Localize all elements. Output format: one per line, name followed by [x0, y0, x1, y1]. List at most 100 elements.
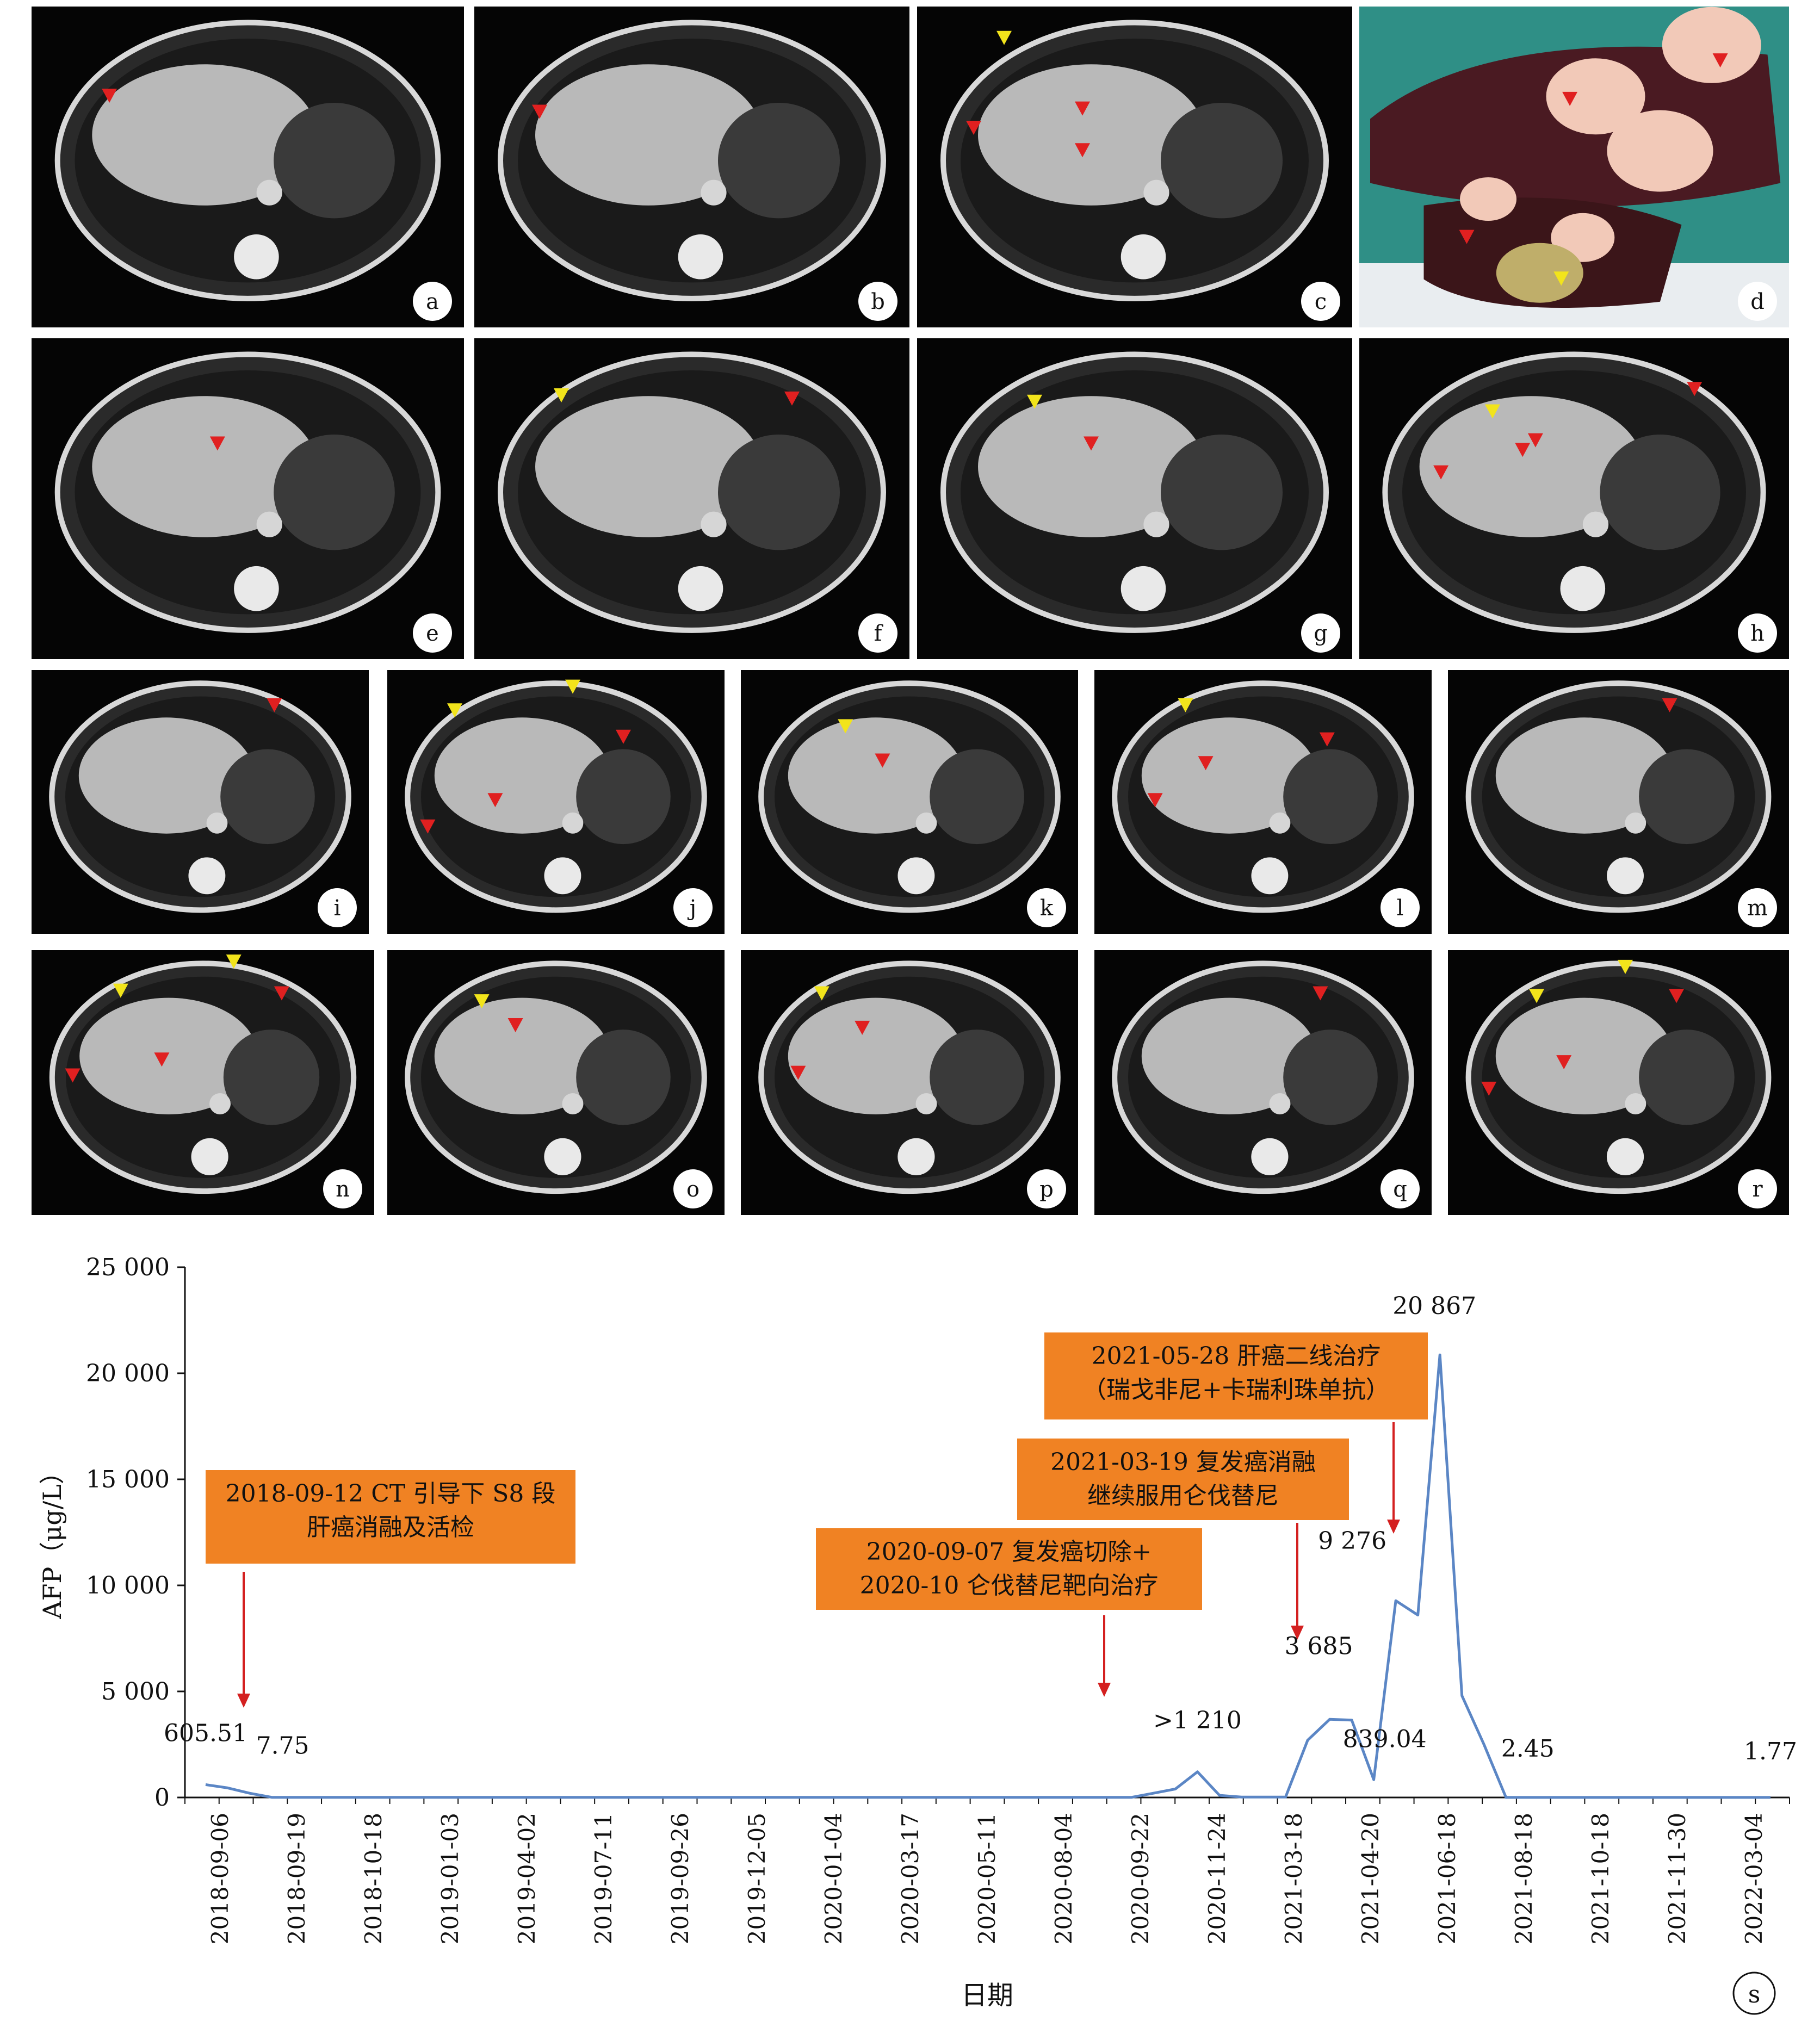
vertebra: [678, 234, 723, 280]
panel-label: b: [871, 289, 885, 314]
x-tick-label: 2020-05-11: [974, 1813, 1000, 1944]
annotation-arrow-head: [1098, 1683, 1111, 1697]
panel-j: j: [387, 670, 725, 934]
red-arrow-marker: [487, 793, 503, 808]
red-arrow-marker: [209, 436, 225, 451]
necrotic-nodule: [1496, 243, 1583, 303]
aorta: [256, 511, 282, 537]
liver-region: [434, 997, 610, 1114]
aorta: [1269, 812, 1291, 834]
panel-label: j: [688, 896, 696, 921]
stomach-region: [576, 1030, 671, 1125]
yellow-arrow-marker: [565, 679, 580, 694]
panel-label-circle: [1738, 888, 1777, 927]
afp-chart: 0 5 000 10 000 15 000 20 000 25 000 2018-09-06…: [38, 1254, 1797, 2015]
y-tick-label: 15 000: [86, 1466, 170, 1493]
aorta: [1143, 511, 1169, 537]
panel-label-circle: [1027, 888, 1066, 927]
stomach-region: [1161, 103, 1283, 219]
stomach-region: [1161, 435, 1283, 550]
red-arrow-marker: [1662, 698, 1677, 712]
vertebra: [1607, 857, 1644, 895]
panel-label-circle: [413, 613, 452, 653]
x-tick-label: 2020-09-22: [1127, 1813, 1154, 1944]
panel-m: m: [1448, 670, 1789, 934]
tumor-nodule: [1607, 110, 1713, 192]
stomach-region: [274, 435, 395, 550]
tumor-nodule: [1460, 177, 1516, 221]
annotation-text: 2020-10 仑伐替尼靶向治疗: [860, 1572, 1159, 1600]
x-tick-label: 2019-07-11: [590, 1813, 617, 1944]
data-label: 3 685: [1285, 1632, 1353, 1660]
vertebra: [191, 1138, 228, 1175]
panel-c: c: [917, 7, 1352, 327]
panel-label-circle: [1381, 1169, 1420, 1208]
y-tick-label: 25 000: [86, 1254, 170, 1281]
yellow-arrow-marker: [838, 719, 853, 734]
red-arrow-marker: [790, 1065, 806, 1080]
panel-f: f: [474, 338, 909, 659]
liver-region: [535, 64, 762, 206]
stomach-region: [220, 749, 315, 845]
panel-label-circle: [1738, 282, 1777, 321]
data-label: 2.45: [1501, 1735, 1555, 1763]
red-arrow-marker: [267, 698, 282, 712]
x-tick-label: 2021-04-20: [1357, 1813, 1384, 1944]
panel-d: d: [1359, 7, 1789, 327]
red-arrow-marker: [102, 89, 117, 103]
vertebra: [897, 1138, 935, 1175]
vertebra: [544, 857, 581, 895]
yellow-arrow-marker: [996, 30, 1012, 45]
stomach-region: [1639, 749, 1735, 845]
panel-q: q: [1094, 950, 1432, 1215]
y-tick-label: 10 000: [86, 1572, 170, 1600]
red-arrow-marker: [855, 1020, 870, 1035]
aorta: [701, 511, 727, 537]
red-arrow-marker: [1687, 382, 1703, 396]
red-arrow-marker: [1075, 143, 1090, 158]
panel-label-circle: [858, 613, 897, 653]
red-arrow-marker: [507, 1018, 523, 1032]
liver-region: [1495, 717, 1673, 834]
yellow-arrow-marker: [226, 954, 242, 969]
panel-label: g: [1314, 621, 1328, 646]
red-arrow-marker: [1515, 443, 1531, 457]
red-arrow-marker: [875, 753, 890, 768]
panel-label: e: [426, 621, 439, 646]
yellow-arrow-marker: [1027, 394, 1042, 409]
stomach-region: [718, 103, 840, 219]
stomach-region: [930, 749, 1024, 845]
red-arrow-marker: [1075, 101, 1090, 116]
annotation-2: 2020-09-07 复发癌切除+ 2020-10 仑伐替尼靶向治疗: [816, 1528, 1202, 1697]
stomach-region: [1283, 749, 1378, 845]
liver-region: [92, 396, 317, 537]
aorta: [1269, 1093, 1291, 1114]
yellow-arrow-marker: [474, 994, 490, 1009]
panel-label: c: [1315, 289, 1327, 314]
red-arrow-marker: [154, 1052, 170, 1067]
aorta: [1582, 511, 1609, 537]
vertebra: [234, 566, 279, 611]
panel-label: a: [426, 289, 439, 314]
panel-label-circle: [1301, 613, 1340, 653]
panel-label: m: [1747, 896, 1768, 921]
data-label: 20 867: [1392, 1292, 1476, 1320]
red-arrow-marker: [1313, 986, 1328, 1001]
vertebra: [1560, 566, 1606, 611]
aorta: [701, 179, 727, 206]
x-axis-label: 日期: [961, 1980, 1013, 2011]
red-arrow-marker: [784, 391, 800, 406]
yellow-arrow-marker: [814, 986, 829, 1001]
red-arrow-marker: [966, 121, 981, 135]
afp-series-line: [205, 1353, 1771, 1799]
yellow-arrow-marker: [113, 983, 128, 998]
liver-region: [788, 717, 964, 834]
stomach-region: [930, 1030, 1024, 1125]
annotation-box: [206, 1470, 575, 1564]
liver-region: [78, 717, 255, 834]
stomach-region: [1639, 1030, 1735, 1125]
x-tick-label: 2019-12-05: [744, 1813, 770, 1944]
liver-region: [92, 64, 317, 206]
